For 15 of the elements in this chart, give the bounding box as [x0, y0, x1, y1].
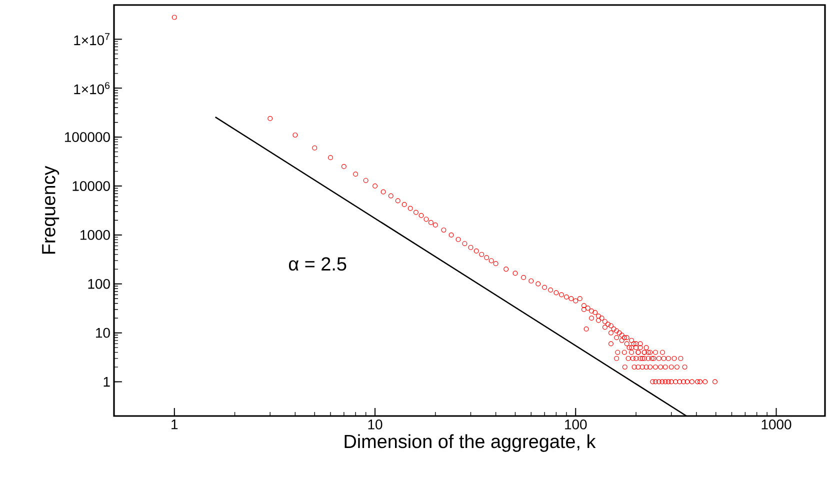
y-tick-label: 100000 [65, 132, 110, 142]
y-tick-label: 1×10$^{6}$ [74, 82, 110, 94]
y-tick-label: 10000 [72, 181, 110, 191]
y-tick-label: 100 [88, 278, 110, 289]
y-tick-label: 1×10$^{7}$ [74, 33, 110, 46]
y-tick-label: 10 [96, 328, 110, 338]
x-tick-label: 10 [368, 420, 382, 430]
y-tick-label: 1 [104, 376, 110, 387]
x-tick-label: 1000 [762, 420, 792, 430]
x-tick-label: 100 [565, 420, 587, 430]
x-axis-title: Dimension of the aggregate, k [344, 434, 596, 452]
y-tick-label: 1000 [80, 230, 110, 240]
x-tick-label: 1 [172, 420, 178, 430]
annotation: α = 2.5 [288, 257, 346, 271]
y-axis-title: Frequency [42, 166, 60, 254]
